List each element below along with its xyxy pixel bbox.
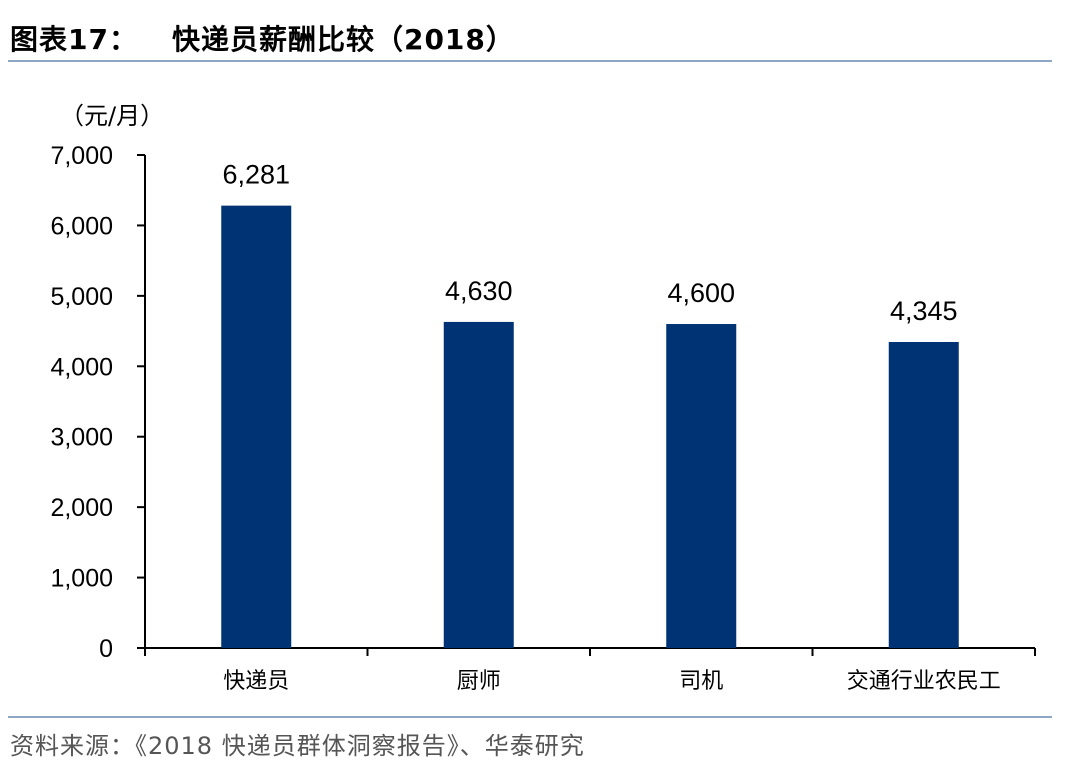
bar bbox=[221, 205, 292, 649]
figure-title: 图表17： 快递员薪酬比较（2018） bbox=[10, 18, 515, 58]
bar bbox=[666, 324, 737, 648]
y-tick-label: 5,000 bbox=[50, 283, 113, 311]
x-category-label: 厨师 bbox=[457, 668, 501, 693]
y-tick-label: 6,000 bbox=[50, 212, 113, 240]
chart-axes: 0 1,000 2,000 3,000 4,000 5,000 6,000 7,000 bbox=[50, 142, 1036, 663]
bar bbox=[888, 341, 959, 648]
y-tick-label: 7,000 bbox=[50, 142, 113, 170]
bar-value-label: 4,600 bbox=[667, 278, 735, 308]
y-tick-label: 4,000 bbox=[50, 353, 113, 381]
bar-chart: （元/月） 0 1,000 2,000 3,000 4,000 5,000 6,000 7,0… bbox=[50, 102, 1036, 693]
bar-value-label: 4,345 bbox=[890, 296, 958, 326]
y-tick-label: 0 bbox=[99, 635, 113, 663]
y-tick-label: 3,000 bbox=[50, 424, 113, 452]
figure-label: 图表17： bbox=[10, 23, 138, 56]
bar bbox=[443, 321, 514, 648]
title-divider bbox=[8, 60, 1052, 62]
y-unit-label: （元/月） bbox=[60, 102, 164, 130]
chart-labels: 6,281 快递员 4,630 厨师 4,600 司机 4,345 交通行业农民工 bbox=[222, 160, 1000, 693]
x-category-label: 司机 bbox=[679, 668, 723, 693]
y-tick-label: 2,000 bbox=[50, 494, 113, 522]
source-note: 资料来源：《2018 快递员群体洞察报告》、华泰研究 bbox=[10, 732, 585, 760]
bar-value-label: 6,281 bbox=[222, 160, 290, 190]
bar-value-label: 4,630 bbox=[445, 276, 513, 306]
x-category-label: 快递员 bbox=[223, 668, 289, 693]
chart-bars bbox=[221, 205, 959, 649]
y-tick-label: 1,000 bbox=[50, 565, 113, 593]
source-divider bbox=[8, 716, 1052, 718]
x-category-label: 交通行业农民工 bbox=[847, 668, 1001, 693]
chart-title: 快递员薪酬比较（2018） bbox=[171, 23, 515, 56]
